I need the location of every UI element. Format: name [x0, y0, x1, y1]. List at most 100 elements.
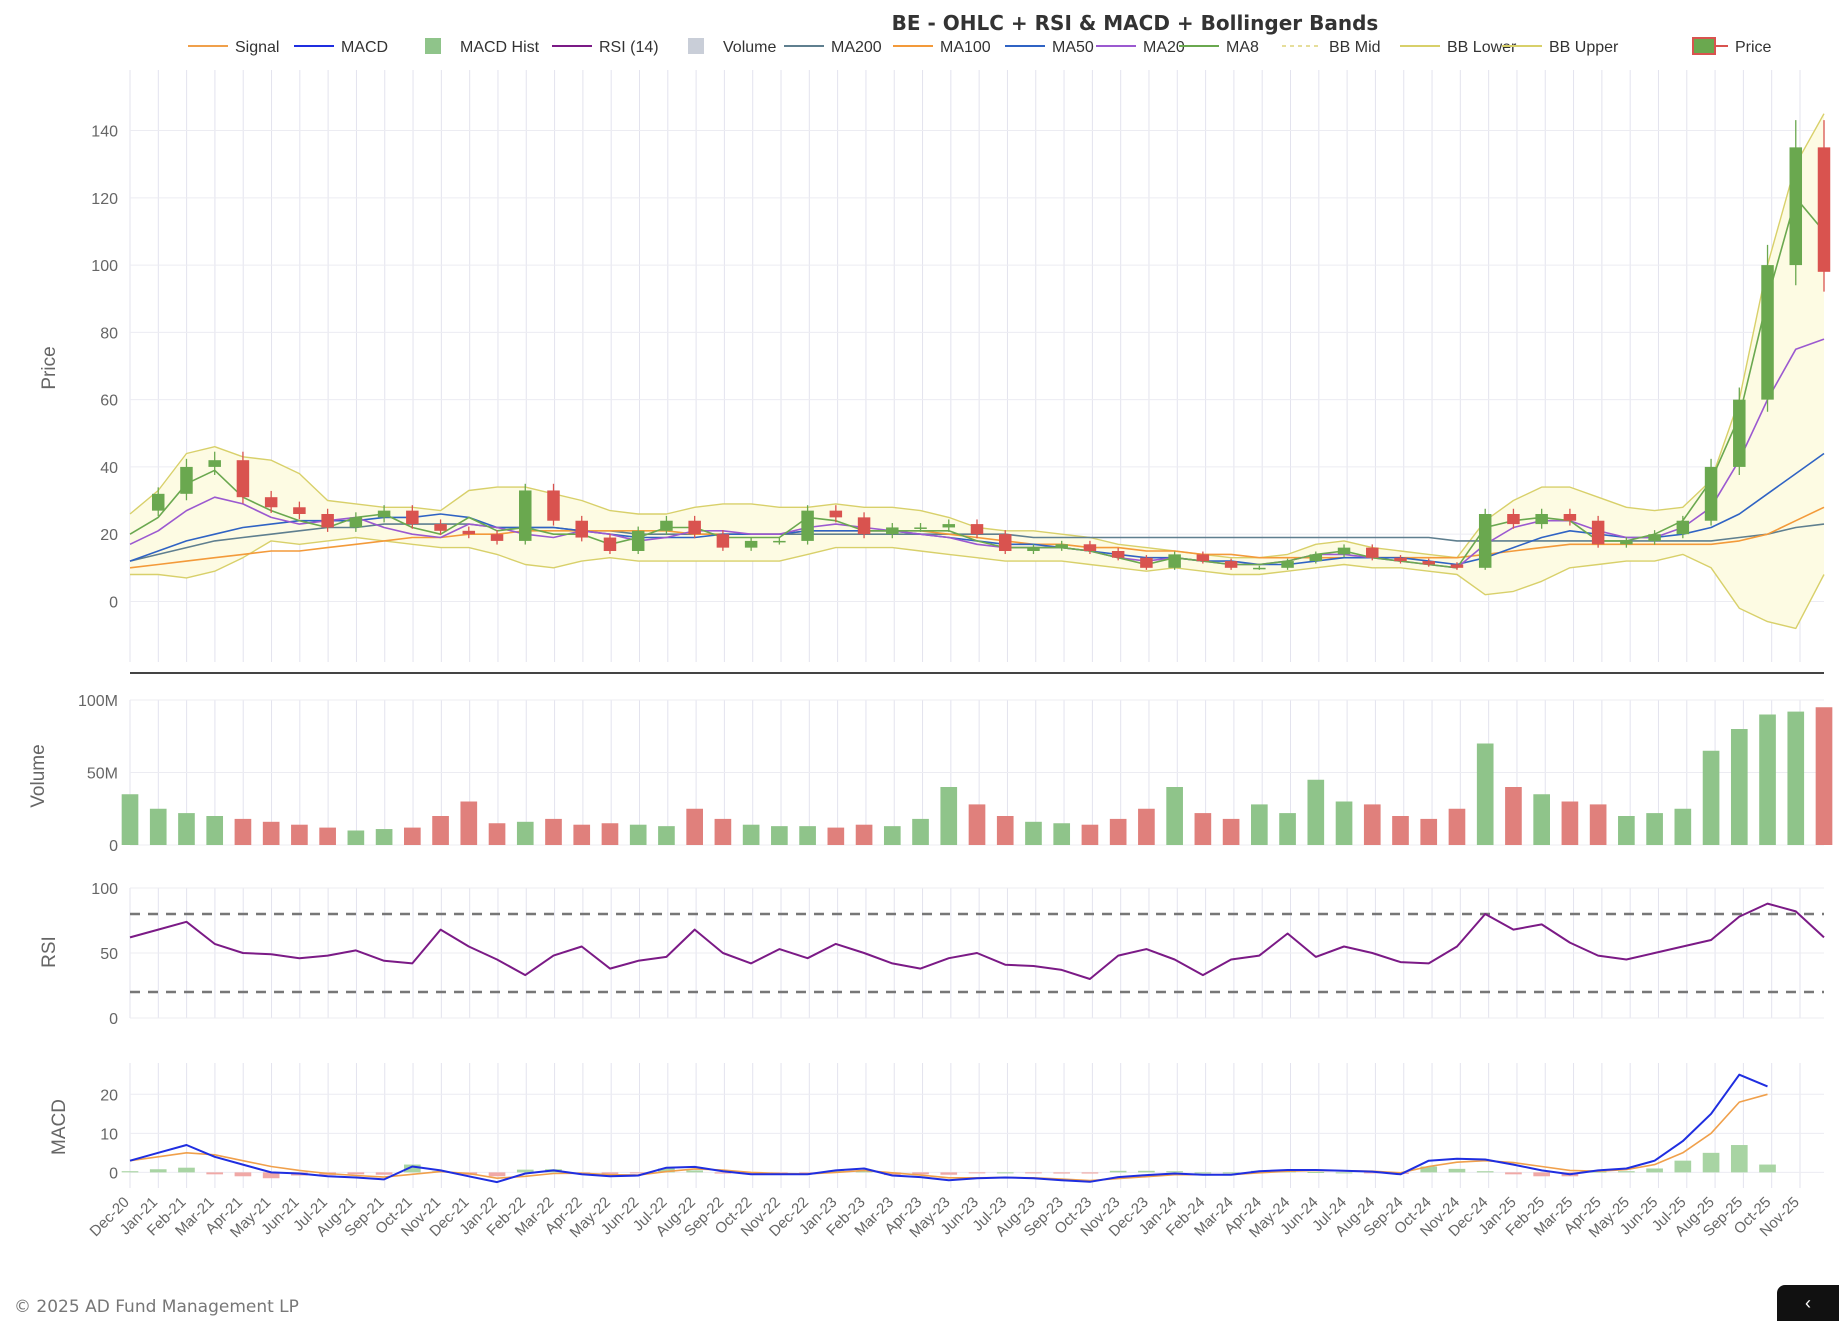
candle-body [1507, 514, 1520, 525]
candle-body [970, 524, 984, 535]
macd-hist-bar [1618, 1171, 1635, 1173]
macd-hist-bar [629, 1172, 647, 1174]
volume-bar [1618, 816, 1635, 845]
volume-bar [1561, 801, 1579, 845]
candle-body [1366, 547, 1379, 558]
macd-hist-bar [686, 1170, 703, 1173]
macd-hist-bar [1505, 1172, 1522, 1175]
volume-bar [940, 787, 958, 845]
volume-bar [573, 824, 591, 845]
legend-label: MACD Hist [460, 39, 540, 56]
macd-hist-bar [347, 1172, 365, 1175]
candle-body [1676, 520, 1690, 535]
candle-body [1704, 466, 1718, 521]
macd-hist-bar [658, 1168, 675, 1173]
macd-hist-bar [178, 1167, 195, 1173]
volume-bar [799, 826, 816, 845]
candle-body [829, 510, 843, 518]
rsi-line [129, 902, 1825, 980]
candle-body [1563, 514, 1577, 521]
volume-bar [1166, 787, 1183, 845]
macd-hist-bar [855, 1170, 873, 1173]
y-tick-label: 140 [91, 124, 118, 141]
macd-hist-bar [968, 1172, 986, 1174]
volume-bar [714, 818, 732, 845]
legend-label: MA8 [1226, 39, 1259, 56]
macd-hist-bar [1307, 1171, 1325, 1173]
volume-bar [1730, 729, 1748, 845]
legend-item-volume: Volume [688, 38, 776, 56]
y-tick-label: 100 [91, 881, 118, 898]
y-tick-label: 0 [109, 594, 118, 611]
macd-hist-bar [262, 1172, 280, 1179]
rsi-panel[interactable] [129, 902, 1825, 994]
candle-body [547, 490, 560, 521]
macd-hist-bar [601, 1172, 619, 1174]
legend-item-bb-upper: BB Upper [1502, 39, 1619, 56]
legend[interactable]: Signal MACD MACD Hist RSI (14) Volume MA200 MA… [188, 37, 1772, 56]
volume-bar [1222, 818, 1240, 845]
volume-bar [1759, 714, 1776, 845]
candle-body [151, 493, 165, 511]
volume-bar [1392, 816, 1409, 845]
volume-bar [488, 823, 506, 845]
candle-body [349, 517, 363, 528]
y-tick-label: 50 [100, 946, 118, 963]
volume-bar [1815, 707, 1833, 845]
macd-hist-bar [1730, 1145, 1748, 1173]
macd-hist-bar [1759, 1164, 1776, 1173]
volume-bar [1251, 804, 1268, 845]
volume-bar [1025, 821, 1042, 845]
candle-body [236, 460, 250, 498]
macd-hist-bar [1335, 1172, 1353, 1174]
volume-panel[interactable] [121, 707, 1833, 845]
macd-panel[interactable] [121, 1073, 1776, 1184]
candle-body [406, 510, 419, 525]
volume-bar [375, 829, 393, 845]
legend-item-macd: MACD [294, 39, 388, 56]
volume-bar [686, 808, 703, 845]
volume-bar [1533, 794, 1550, 845]
macd-hist-bar [1448, 1168, 1466, 1173]
collapse-button[interactable]: ‹ [1777, 1285, 1839, 1321]
legend-label: BB Lower [1447, 39, 1517, 56]
y-tick-label: 120 [91, 191, 118, 208]
macd-hist-bar [1533, 1172, 1550, 1177]
bb-lower-line [130, 536, 1825, 630]
candle-body [434, 524, 447, 531]
candle-body [1140, 557, 1153, 568]
legend-swatch [688, 38, 704, 54]
grid-layer: 0 20 40 60 80 100 120 140 0 50M 100M 0 50 100 0 10 20 [78, 70, 1824, 1188]
candle-body [631, 530, 645, 551]
candle-body [1733, 399, 1746, 467]
volume-bar [178, 813, 195, 845]
legend-item-ma20: MA20 [1096, 39, 1185, 56]
price-panel[interactable] [129, 113, 1831, 630]
legend-item-rsi-14-: RSI (14) [552, 39, 659, 56]
volume-bar [1589, 804, 1607, 845]
candle-body [377, 510, 391, 518]
y-axis-title-macd: MACD [49, 1099, 70, 1155]
volume-bar [1420, 818, 1438, 845]
candle-body [293, 507, 306, 514]
candle-body [1253, 567, 1266, 570]
candle-body [490, 534, 504, 541]
chart-title: BE - OHLC + RSI & MACD + Bollinger Bands [892, 11, 1379, 35]
volume-bar [460, 801, 478, 845]
volume-bar [996, 816, 1014, 845]
volume-bar [516, 821, 534, 845]
macd-hist-bar [1674, 1160, 1692, 1173]
macd-hist-bar [1081, 1172, 1099, 1174]
macd-hist-bar [799, 1172, 816, 1174]
y-tick-label: 80 [100, 325, 118, 342]
volume-bar [1476, 743, 1494, 845]
legend-label: Signal [235, 39, 279, 56]
volume-bar [1307, 779, 1325, 845]
macd-hist-bar [1702, 1152, 1720, 1173]
volume-bar [347, 830, 365, 845]
candle-body [1535, 514, 1548, 525]
volume-bar [1787, 711, 1805, 845]
volume-bar [968, 804, 986, 845]
candle-body [1450, 564, 1464, 568]
candle-body [603, 537, 617, 551]
